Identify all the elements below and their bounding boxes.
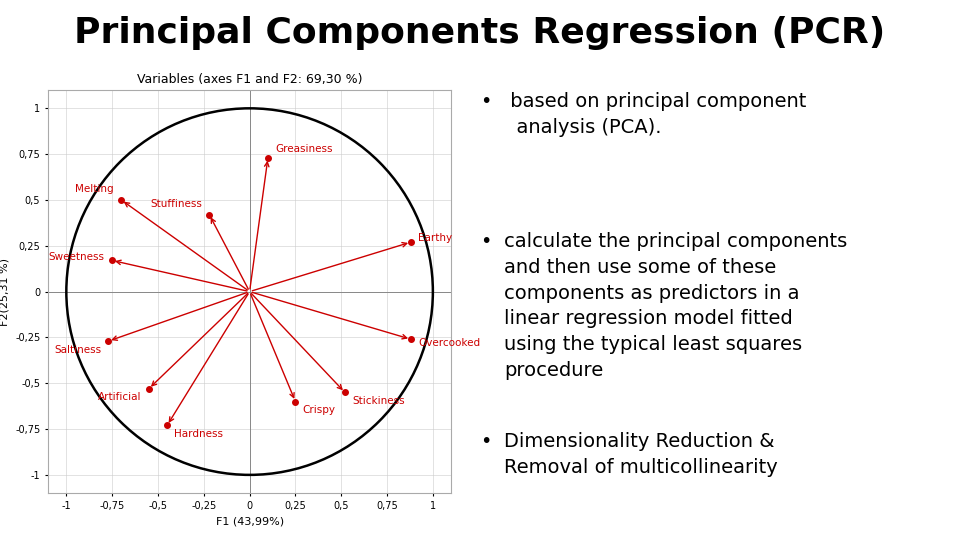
Text: Stuffiness: Stuffiness	[150, 199, 202, 209]
Text: Earthy: Earthy	[419, 233, 452, 244]
Text: based on principal component
  analysis (PCA).: based on principal component analysis (P…	[504, 92, 806, 137]
X-axis label: F1 (43,99%): F1 (43,99%)	[216, 516, 283, 526]
Text: Melting: Melting	[75, 185, 114, 194]
Text: Overcooked: Overcooked	[419, 338, 480, 348]
Text: Dimensionality Reduction &
Removal of multicollinearity: Dimensionality Reduction & Removal of mu…	[504, 432, 778, 477]
Text: Stickiness: Stickiness	[352, 396, 405, 406]
Text: •: •	[480, 92, 492, 111]
Text: •: •	[480, 432, 492, 451]
Text: Sweetness: Sweetness	[49, 252, 105, 262]
Text: Artificial: Artificial	[98, 393, 141, 402]
Y-axis label: F2(25,31 %): F2(25,31 %)	[0, 258, 10, 326]
Text: •: •	[480, 232, 492, 251]
Title: Variables (axes F1 and F2: 69,30 %): Variables (axes F1 and F2: 69,30 %)	[137, 73, 362, 86]
Text: Saltiness: Saltiness	[54, 345, 101, 355]
Text: Principal Components Regression (PCR): Principal Components Regression (PCR)	[74, 16, 886, 50]
Text: Greasiness: Greasiness	[276, 144, 333, 154]
Text: Hardness: Hardness	[175, 429, 224, 439]
Text: calculate the principal components
and then use some of these
components as pred: calculate the principal components and t…	[504, 232, 848, 380]
Text: Crispy: Crispy	[302, 405, 336, 415]
